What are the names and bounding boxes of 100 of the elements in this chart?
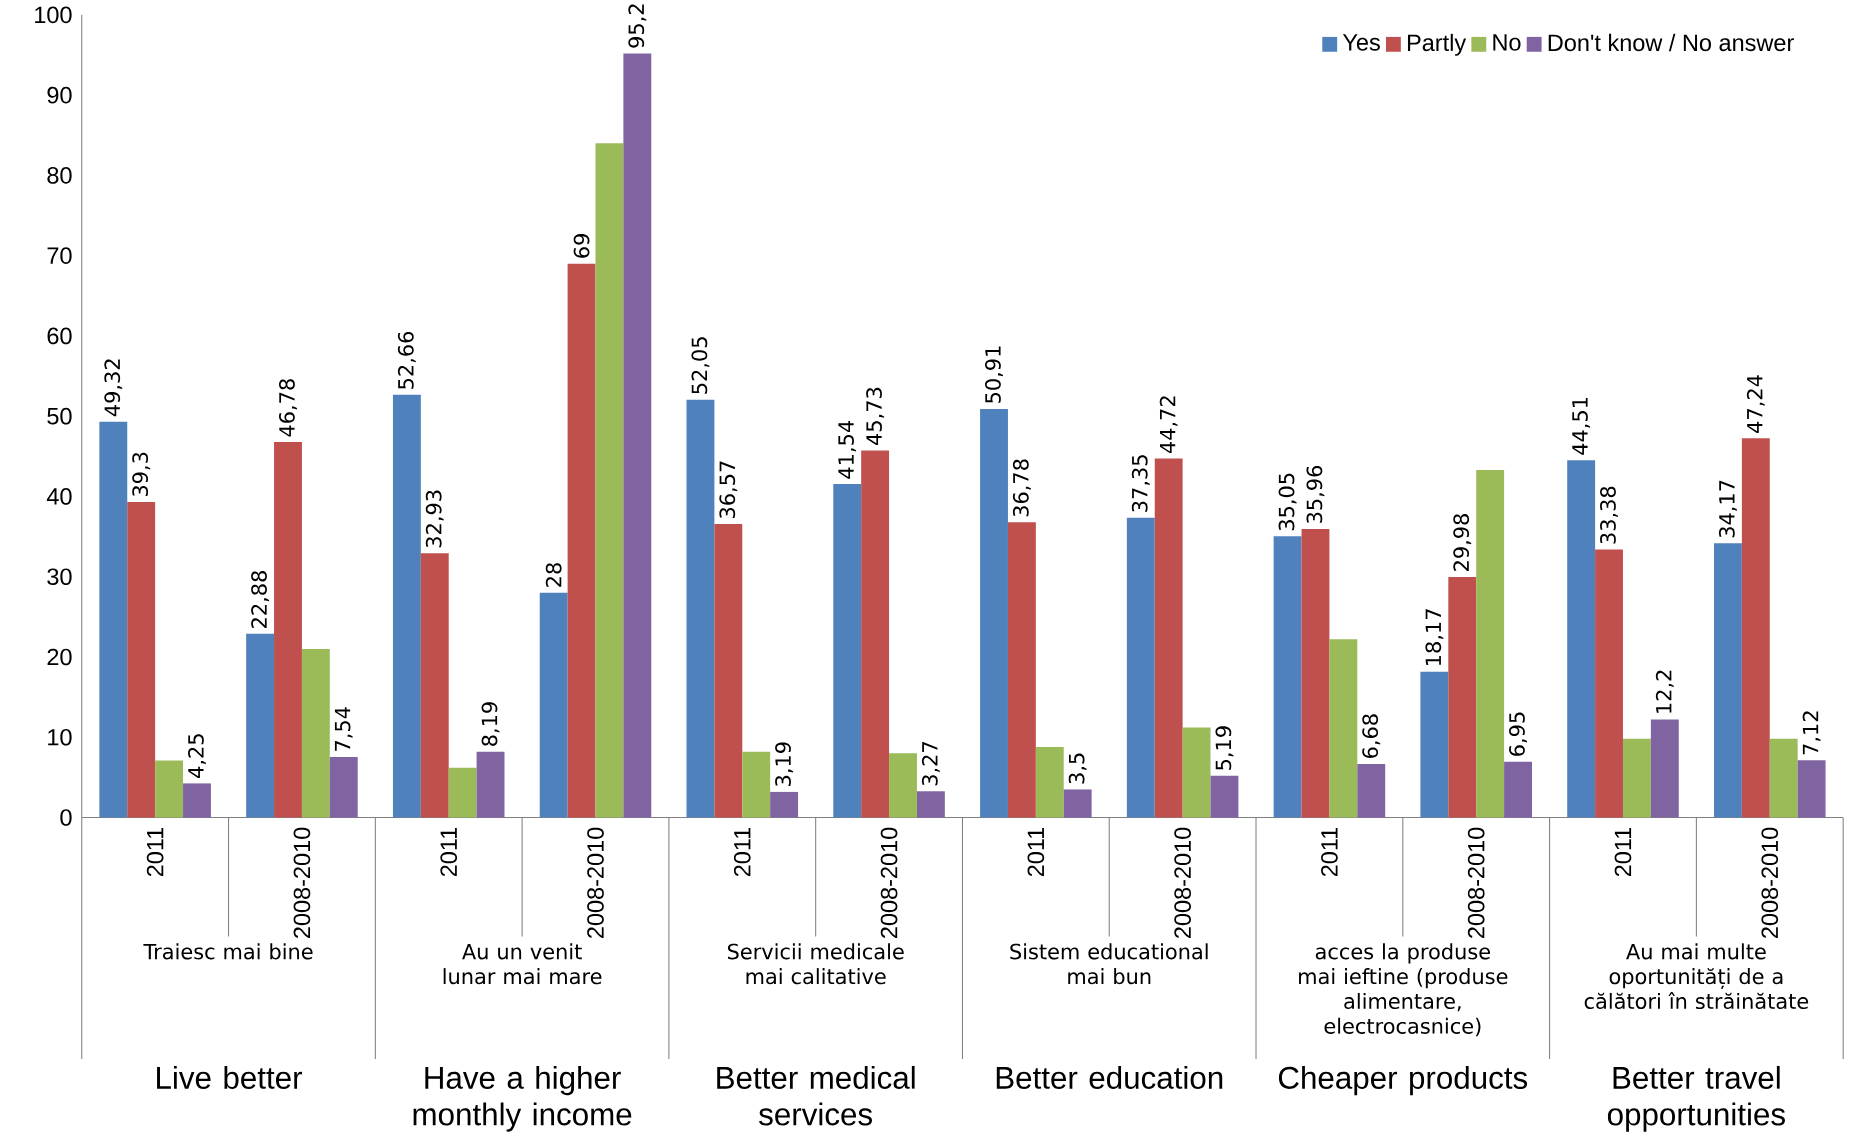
- bar: [246, 633, 275, 818]
- bar: [301, 649, 330, 818]
- data-label: 12,2: [1655, 670, 1674, 713]
- data-label: 95,2: [628, 4, 647, 48]
- legend-label: Partly: [1407, 33, 1467, 56]
- bar: [861, 450, 890, 818]
- data-label: 41,54: [838, 421, 857, 479]
- data-label: 22,88: [251, 571, 270, 629]
- y-tick-label: 100: [35, 6, 72, 24]
- text: Traiesc mai bine: [143, 943, 313, 960]
- bar: [1567, 460, 1596, 818]
- data-label: 6,68: [1362, 714, 1381, 759]
- bar: [770, 792, 799, 818]
- y-tick-label: 50: [47, 407, 72, 425]
- bar: [1741, 438, 1770, 818]
- bar: [1769, 738, 1798, 818]
- data-label: 7,54: [334, 707, 353, 751]
- bar: [392, 394, 421, 818]
- bar: [1273, 536, 1302, 818]
- data-label: 50,91: [985, 346, 1003, 403]
- text: Better travel opportunities: [1607, 1066, 1785, 1132]
- legend-label: Yes: [1342, 34, 1380, 51]
- bar: [99, 421, 128, 818]
- data-label: 7,12: [1802, 711, 1821, 755]
- bar: [686, 399, 715, 818]
- bar: [833, 484, 862, 818]
- data-label: 3,19: [775, 742, 794, 786]
- bar: [595, 143, 624, 818]
- x-tick-label: 2008-2010: [880, 827, 898, 939]
- x-tick-label: 2008-2010: [587, 827, 604, 939]
- bar: [155, 760, 184, 818]
- text: Cheaper products: [1278, 1066, 1528, 1096]
- bar: [127, 502, 156, 818]
- y-tick-label: 30: [47, 568, 72, 586]
- data-label: 39,3: [132, 452, 151, 497]
- data-label: 46,78: [279, 379, 297, 437]
- bar: [1182, 727, 1211, 818]
- data-label: 8,19: [481, 702, 500, 746]
- bar: [1063, 789, 1092, 818]
- text: Servicii medicale mai calitative: [727, 943, 904, 985]
- data-label: 34,17: [1718, 480, 1737, 538]
- data-label: 6,95: [1509, 712, 1527, 756]
- bar: [1035, 746, 1064, 818]
- text: Au un venit lunar mai mare: [443, 943, 602, 985]
- bar: [623, 53, 652, 818]
- data-label: 35,96: [1306, 466, 1325, 523]
- text: Have a higher monthly income: [413, 1066, 632, 1132]
- y-tick-label: 0: [60, 809, 72, 826]
- x-tick-label: 2008-2010: [293, 827, 311, 939]
- data-label: 4,25: [188, 734, 206, 779]
- x-tick-label: 2008-2010: [1467, 827, 1485, 939]
- bar: [1329, 639, 1358, 818]
- bar: [1797, 760, 1826, 818]
- bar: [1476, 470, 1505, 818]
- bar: [980, 408, 1008, 818]
- y-tick-label: 10: [48, 729, 72, 746]
- bar: [916, 791, 945, 818]
- bar: [1007, 522, 1036, 818]
- bar: [567, 263, 596, 818]
- bar: [1448, 576, 1477, 818]
- data-label: 5,19: [1215, 726, 1234, 770]
- bar: [183, 783, 211, 818]
- bar: [1595, 549, 1623, 818]
- data-label: 52,66: [397, 332, 416, 389]
- bar: [1504, 761, 1532, 818]
- data-label: 35,05: [1278, 473, 1297, 531]
- y-tick-label: 90: [47, 86, 72, 104]
- data-label: 37,35: [1131, 455, 1150, 512]
- bar: [1650, 719, 1679, 818]
- bar: [1210, 775, 1239, 818]
- data-label: 32,93: [425, 490, 444, 548]
- bar: [1420, 671, 1449, 818]
- text: Au mai multe oportunități de a călători în străinătate: [1584, 943, 1809, 1010]
- bar: [1713, 543, 1742, 818]
- bar: [742, 751, 771, 818]
- text: Better education: [996, 1066, 1223, 1090]
- bar: [274, 442, 302, 818]
- y-tick-label: 40: [46, 488, 72, 505]
- data-label: 52,05: [691, 337, 710, 394]
- bar: [1357, 764, 1386, 818]
- data-label: 18,17: [1425, 609, 1444, 666]
- data-label: 45,73: [866, 387, 885, 446]
- x-tick-label: 2008-2010: [1761, 827, 1779, 939]
- legend-label: Don't know / No answer: [1548, 33, 1794, 52]
- data-label: 3,27: [921, 742, 940, 786]
- text: Better medical services: [717, 1066, 915, 1126]
- data-label: 49,32: [104, 359, 123, 417]
- text: Sistem educational mai bun: [1010, 943, 1208, 985]
- data-label: 29,98: [1453, 514, 1472, 572]
- x-tick-label: 2011: [733, 828, 751, 877]
- data-label: 33,38: [1600, 486, 1618, 544]
- bar: [329, 757, 358, 818]
- legend-label: No: [1493, 34, 1521, 51]
- y-tick-label: 70: [47, 247, 72, 265]
- bar: [1154, 458, 1183, 818]
- data-label: 3,5: [1068, 753, 1087, 784]
- bar: [476, 751, 505, 818]
- bar: [714, 524, 743, 818]
- data-label: 44,72: [1159, 396, 1178, 454]
- y-tick-label: 60: [47, 327, 72, 345]
